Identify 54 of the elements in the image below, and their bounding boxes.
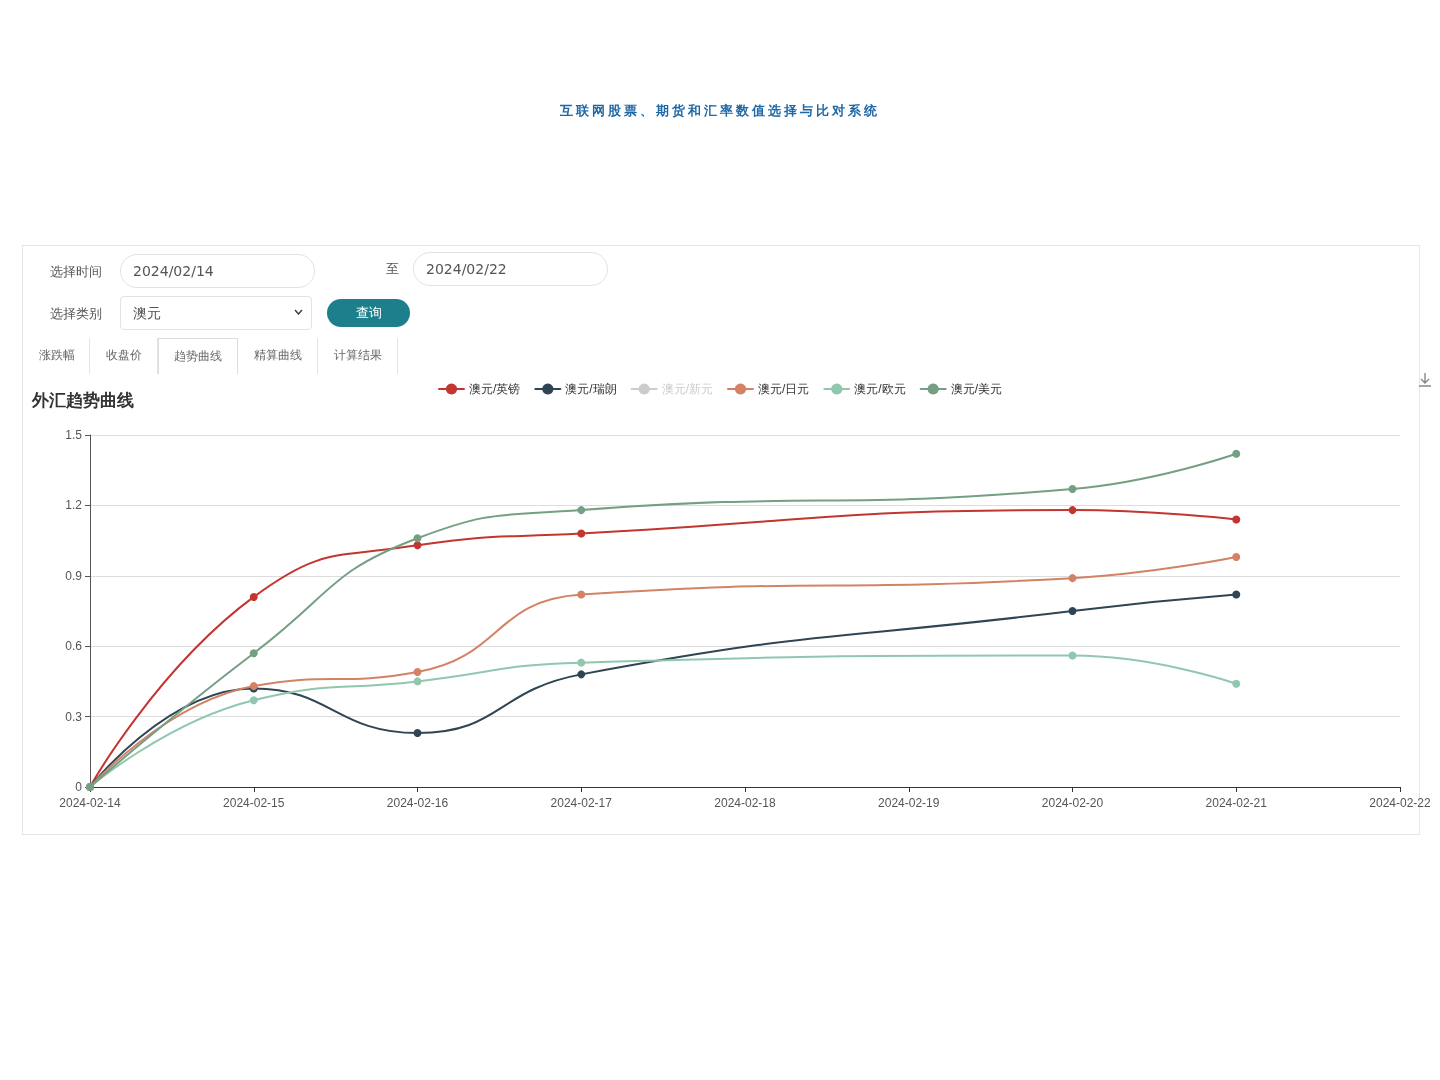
x-tick-label: 2024-02-17 [550, 796, 613, 810]
point [1232, 679, 1241, 688]
y-tick-label: 0 [75, 780, 83, 794]
point [413, 677, 422, 686]
legend-label: 澳元/欧元 [854, 382, 906, 396]
legend-label: 澳元/日元 [758, 382, 810, 396]
legend-label: 澳元/美元 [950, 382, 1003, 396]
x-tick-label: 2024-02-19 [878, 796, 940, 810]
y-tick-label: 0.6 [65, 639, 83, 654]
point [413, 729, 422, 738]
point [1068, 607, 1077, 615]
tab: 趋势曲线 [158, 338, 238, 374]
x-tick-label: 2024-02-15 [223, 796, 285, 810]
point [1068, 574, 1077, 583]
point [1232, 553, 1241, 562]
y-tick-label: 0.9 [65, 568, 83, 583]
tab: 涨跌幅 [25, 338, 90, 374]
y-tick-label: 1.5 [65, 428, 83, 442]
point [577, 529, 586, 538]
y-tick-label: 0.3 [65, 709, 83, 724]
point [577, 590, 586, 599]
dropdown: 澳元 [120, 296, 312, 330]
point [1232, 449, 1241, 458]
point [413, 668, 422, 677]
point [577, 658, 586, 667]
text: 互联网股票、期货和汇率数值选择与比对系统 [559, 102, 881, 120]
x-tick-label: 2024-02-14 [59, 796, 122, 810]
chart-title: 外汇趋势曲线 [31, 391, 134, 410]
point [413, 534, 422, 543]
x-tick-label: 2024-02-21 [1205, 796, 1268, 810]
point [413, 541, 422, 550]
x-tick-label: 2024-02-20 [1041, 796, 1104, 810]
point [1068, 484, 1077, 493]
text: 至 [386, 260, 399, 278]
text: 选择时间 [50, 263, 102, 281]
button: 查询 [327, 299, 410, 327]
point [1232, 590, 1241, 599]
point [577, 506, 586, 515]
text: 选择类别 [50, 305, 102, 323]
point [1068, 651, 1077, 660]
x-tick-label: 2024-02-22 [1369, 796, 1432, 810]
legend-label: 澳元/瑞朗 [565, 382, 617, 396]
legend-label: 澳元/英镑 [469, 382, 521, 396]
point [249, 696, 258, 705]
y-tick-label: 1.2 [65, 498, 83, 513]
x-tick-label: 2024-02-18 [714, 796, 777, 810]
point [249, 649, 258, 658]
point [249, 592, 258, 601]
point [577, 670, 586, 679]
point [1068, 506, 1077, 515]
tab: 计算结果 [318, 338, 398, 374]
point [1232, 515, 1241, 524]
tab: 精算曲线 [238, 338, 318, 374]
x-tick-label: 2024-02-16 [386, 796, 449, 810]
